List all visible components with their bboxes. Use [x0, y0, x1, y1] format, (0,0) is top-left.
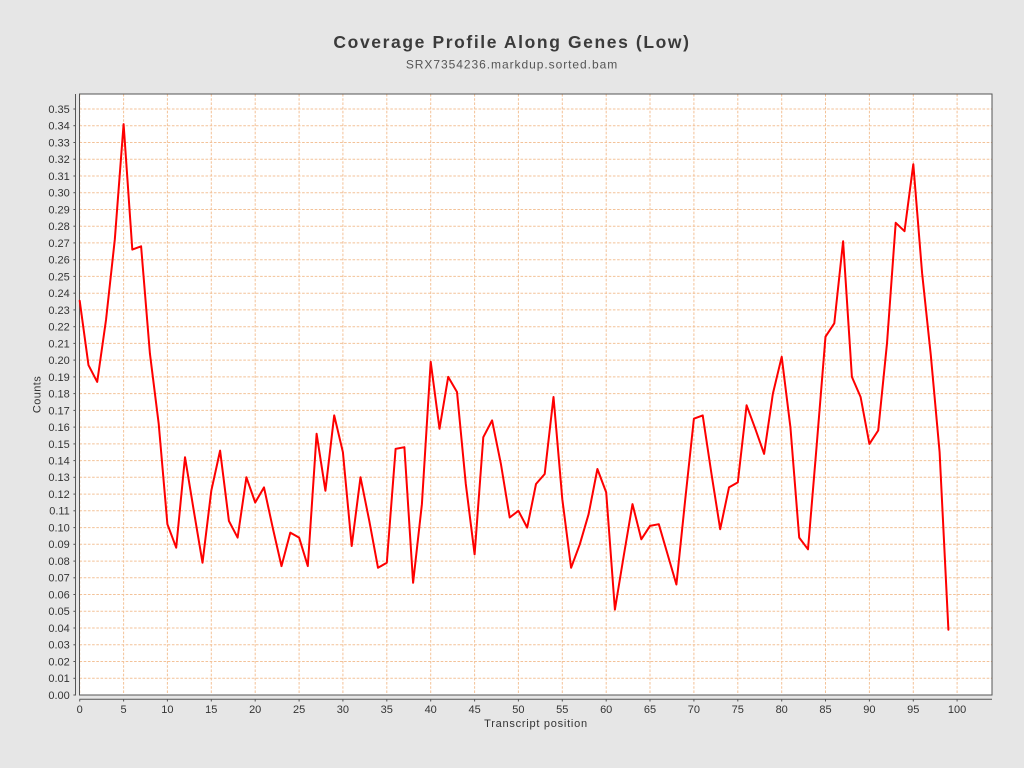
svg-text:0.25: 0.25	[48, 271, 69, 283]
svg-text:0.21: 0.21	[48, 338, 69, 350]
svg-text:0.27: 0.27	[48, 238, 69, 250]
svg-text:100: 100	[948, 704, 966, 716]
svg-text:0.03: 0.03	[48, 640, 69, 652]
svg-text:50: 50	[512, 704, 524, 716]
svg-text:0.31: 0.31	[48, 171, 69, 183]
svg-text:0.20: 0.20	[48, 355, 69, 367]
svg-text:0.24: 0.24	[48, 288, 69, 300]
svg-text:80: 80	[776, 704, 788, 716]
svg-text:0.35: 0.35	[48, 104, 69, 116]
svg-text:0.34: 0.34	[48, 121, 69, 133]
svg-text:0.05: 0.05	[48, 606, 69, 618]
svg-text:0.18: 0.18	[48, 389, 69, 401]
svg-text:Counts: Counts	[32, 376, 44, 413]
svg-text:Transcript position: Transcript position	[484, 718, 588, 730]
svg-text:0.22: 0.22	[48, 322, 69, 334]
svg-text:0.12: 0.12	[48, 489, 69, 501]
svg-text:15: 15	[205, 704, 217, 716]
svg-text:0.04: 0.04	[48, 623, 69, 635]
svg-text:45: 45	[468, 704, 480, 716]
svg-text:0.32: 0.32	[48, 154, 69, 166]
svg-text:40: 40	[425, 704, 437, 716]
svg-text:0.13: 0.13	[48, 472, 69, 484]
svg-text:20: 20	[249, 704, 261, 716]
svg-text:0.08: 0.08	[48, 556, 69, 568]
svg-text:0.29: 0.29	[48, 204, 69, 216]
svg-text:0.01: 0.01	[48, 673, 69, 685]
svg-text:0.15: 0.15	[48, 439, 69, 451]
svg-text:60: 60	[600, 704, 612, 716]
svg-text:0.07: 0.07	[48, 573, 69, 585]
svg-text:0.10: 0.10	[48, 523, 69, 535]
svg-text:0: 0	[77, 704, 83, 716]
svg-text:0.33: 0.33	[48, 137, 69, 149]
svg-text:0.09: 0.09	[48, 539, 69, 551]
svg-text:0.17: 0.17	[48, 405, 69, 417]
svg-text:5: 5	[121, 704, 127, 716]
svg-text:0.26: 0.26	[48, 255, 69, 267]
svg-text:0.28: 0.28	[48, 221, 69, 233]
svg-text:0.30: 0.30	[48, 188, 69, 200]
svg-text:0.16: 0.16	[48, 422, 69, 434]
svg-text:75: 75	[732, 704, 744, 716]
svg-text:0.23: 0.23	[48, 305, 69, 317]
svg-text:55: 55	[556, 704, 568, 716]
svg-text:0.06: 0.06	[48, 589, 69, 601]
svg-text:Coverage Profile Along Genes (: Coverage Profile Along Genes (Low)	[333, 32, 690, 52]
svg-text:SRX7354236.markdup.sorted.bam: SRX7354236.markdup.sorted.bam	[406, 58, 618, 72]
svg-text:10: 10	[161, 704, 173, 716]
svg-text:65: 65	[644, 704, 656, 716]
svg-text:95: 95	[907, 704, 919, 716]
svg-text:0.00: 0.00	[48, 690, 69, 702]
svg-text:0.14: 0.14	[48, 456, 69, 468]
svg-text:85: 85	[819, 704, 831, 716]
svg-text:90: 90	[863, 704, 875, 716]
svg-text:0.11: 0.11	[49, 506, 70, 518]
svg-text:30: 30	[337, 704, 349, 716]
svg-text:70: 70	[688, 704, 700, 716]
svg-text:25: 25	[293, 704, 305, 716]
svg-text:35: 35	[381, 704, 393, 716]
svg-text:0.19: 0.19	[48, 372, 69, 384]
svg-text:0.02: 0.02	[48, 656, 69, 668]
